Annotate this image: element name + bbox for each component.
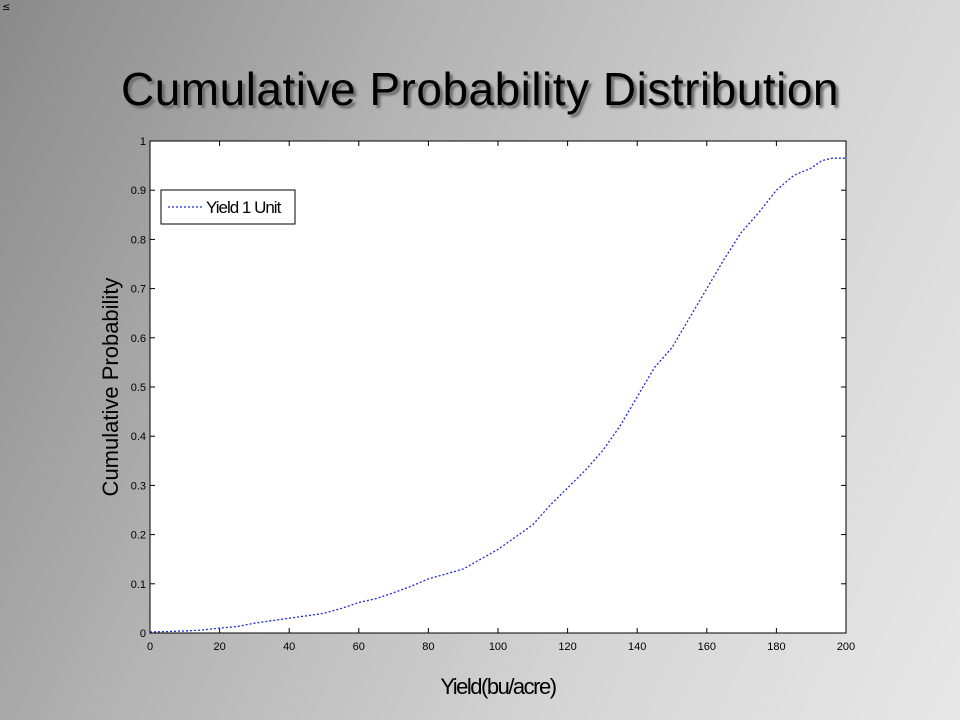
y-tick-label: 0.3 [131,480,146,492]
y-axis-label: Cumulative Probability [98,278,123,497]
y-tick-label: 0.5 [131,382,146,394]
x-tick-label: 80 [422,641,434,653]
axis-ticks: 0 20 40 60 80 100 120 140 160 180 200 0 0.1 0.2 0.3 0.4… [131,136,855,653]
y-tick-label: 1 [140,136,146,148]
series-line-yield-1-unit [149,157,846,633]
y-tick-label: 0 [140,628,146,640]
x-tick-label: 200 [837,641,855,653]
x-tick-label: 160 [698,641,716,653]
slide-title: Cumulative Probability Distribution [120,63,839,115]
legend-box [160,189,296,225]
y-tick-label: 0.4 [131,431,146,443]
x-tick-label: 180 [767,641,785,653]
y-tick-label: 0.7 [131,284,146,296]
y-tick-label: 0.2 [131,530,146,542]
y-tick-label: 0.6 [131,333,146,345]
y-tick-label: 0.9 [131,185,146,197]
x-axis-label: Yield(bu/acre) [440,674,555,699]
corner-mark: ≤ [2,2,11,13]
x-tick-label: 40 [283,641,295,653]
x-tick-label: 100 [489,641,507,653]
y-tick-label: 0.1 [131,579,146,591]
x-tick-label: 0 [147,641,153,653]
y-tick-label: 0.8 [131,234,146,246]
legend-label: Yield 1 Unit [206,198,282,217]
legend: Yield 1 Unit [160,189,296,225]
x-tick-label: 140 [628,641,646,653]
x-tick-label: 120 [558,641,576,653]
x-tick-label: 20 [213,641,225,653]
x-tick-label: 60 [353,641,365,653]
